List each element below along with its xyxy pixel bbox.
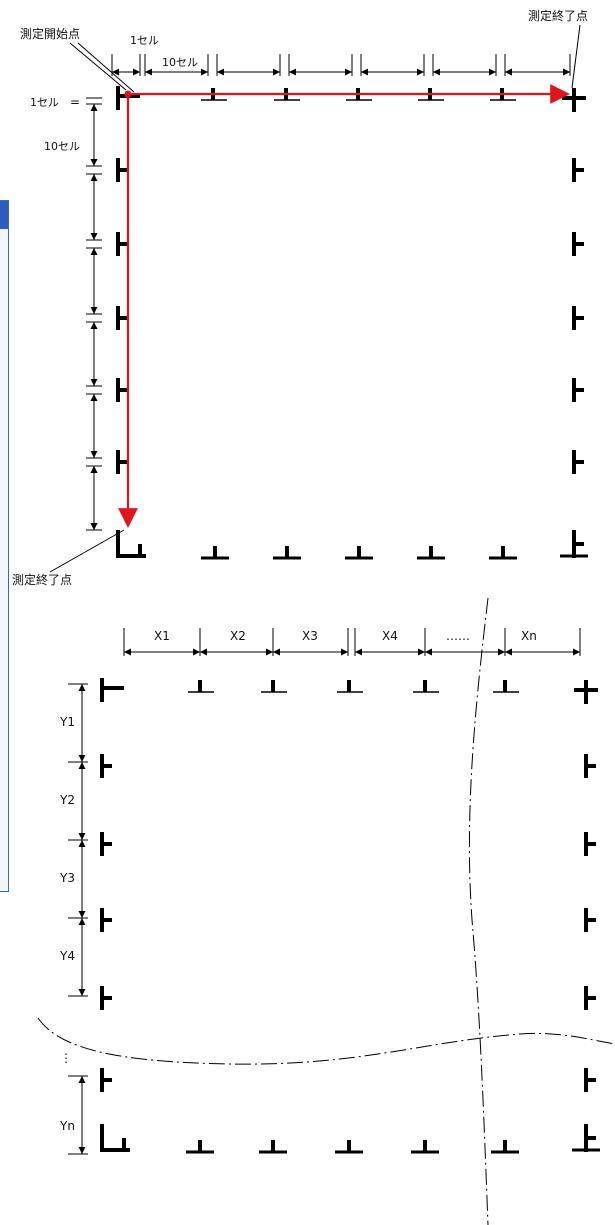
start-point-label: 測定開始点 [20,26,80,41]
top-grid-marks [116,86,588,560]
x-label-1: X1 [154,629,170,643]
bottom-right-mark-2 [584,832,596,856]
bottom-bottom-mark-3 [335,1140,363,1154]
start-leader-1 [69,42,127,91]
top-right-mark-3 [572,306,584,330]
top-corner-bottom-right [560,530,588,558]
bottom-left-mark-2 [100,832,112,856]
top-left-mark-2 [116,232,128,256]
top-left-mark-1 [116,158,128,182]
bottom-top-mark-3 [337,680,363,693]
top-right-mark-4 [572,378,584,402]
bottom-corner-bottom-right [572,1124,600,1152]
bottom-bottom-mark-2 [259,1140,287,1154]
top-left-mark-4 [116,378,128,402]
y-ellipsis: ⋮ [60,1051,72,1065]
top-right-mark-1 [572,158,584,182]
top-bottom-mark-3 [345,546,373,560]
bottom-corner-bottom-left [100,1124,130,1152]
bottom-bottom-mark-1 [186,1140,214,1154]
end-point-label-bottom: 測定終了点 [12,572,72,587]
bottom-corner-top-left [100,678,124,702]
top-dimension-lines [86,54,571,531]
x-interval-labels: X1 X2 X3 X4 …… Xn [154,629,537,643]
top-right-mark-5 [572,450,584,474]
bottom-right-mark-3 [584,908,596,932]
bottom-bottom-mark-5 [491,1140,519,1154]
bottom-top-mark-4 [413,680,439,693]
end-leader-bottom [49,529,125,573]
equal-mark: = [70,95,80,109]
x-label-n: Xn [521,629,537,643]
top-bottom-mark-4 [417,546,445,560]
bottom-dimension-lines [68,628,581,1155]
top-corner-bottom-left [116,530,146,558]
one-cell-top-label: 1セル [130,34,159,47]
y-label-3: Y3 [59,871,75,885]
bottom-diagram: X1 X2 X3 X4 …… Xn Y1 Y2 Y3 Y4 Yn ⋮ [37,597,615,1225]
top-left-mark-5 [116,450,128,474]
y-label-1: Y1 [59,715,75,729]
bottom-left-mark-4 [100,986,112,1010]
bottom-left-mark-5 [100,1068,112,1092]
one-cell-left-label: 1セル [30,96,59,109]
bottom-top-mark-2 [261,680,287,693]
bottom-bottom-mark-4 [411,1140,439,1154]
bottom-right-mark-1 [584,754,596,778]
ten-cell-left-label: 10セル [44,140,80,153]
bottom-corner-top-right [574,680,598,704]
bottom-grid-marks [100,678,600,1154]
background-window-edge [0,200,9,892]
top-right-mark-2 [572,232,584,256]
y-label-n: Yn [59,1119,75,1133]
bottom-left-mark-3 [100,908,112,932]
x-label-4: X4 [382,629,398,643]
x-label-ellipsis: …… [446,629,470,643]
top-left-mark-3 [116,306,128,330]
y-interval-labels: Y1 Y2 Y3 Y4 Yn ⋮ [59,715,75,1133]
top-bottom-mark-1 [201,546,229,560]
bottom-right-mark-5 [584,1068,596,1092]
top-bottom-mark-5 [489,546,517,560]
end-leader-right [571,24,581,89]
bottom-right-mark-4 [584,986,596,1010]
top-bottom-mark-2 [273,546,301,560]
ten-cell-top-label: 10セル [162,56,198,69]
window-titlebar-edge [0,201,8,229]
x-label-2: X2 [230,629,246,643]
start-dot [124,90,132,98]
x-label-3: X3 [302,629,318,643]
bottom-left-mark-1 [100,754,112,778]
y-label-2: Y2 [59,793,75,807]
y-label-4: Y4 [59,949,75,963]
break-line-vertical [468,597,489,1225]
break-line-horizontal [37,1017,615,1065]
bottom-top-mark-5 [493,680,519,693]
measurement-path [118,84,570,528]
end-point-label-right: 測定終了点 [528,8,588,23]
top-diagram: 測定開始点 測定終了点 測定終了点 1セル 10セル 1セル 10セル = [12,8,588,587]
top-corner-top-right [562,88,586,112]
start-leader-2 [77,42,135,93]
bottom-top-mark-1 [188,680,214,693]
